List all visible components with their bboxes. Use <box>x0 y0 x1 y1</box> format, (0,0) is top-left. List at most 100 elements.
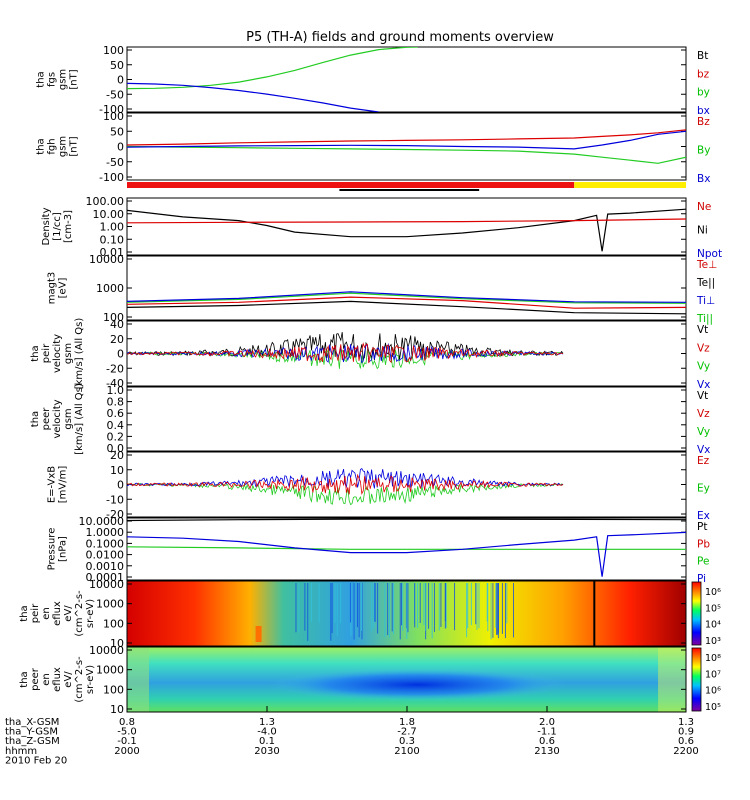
y-tick-label: 10 <box>110 703 124 716</box>
legend-entry: Vt <box>697 390 708 402</box>
y-tick-label: 0.2 <box>107 430 125 443</box>
x-tick-label: 0.1 <box>259 736 275 747</box>
panel-efield: 20 10 0-10 -20 E=-VxB [mV/m] Ez Ey Ex <box>47 449 710 522</box>
y-axis-label: tha peir velocity gsm [km/s] (All Qs) <box>30 318 85 390</box>
x-axis-row-label: tha_Y-GSM <box>5 727 58 738</box>
y-tick-label: 10 <box>110 464 124 477</box>
legend-entry: Vz <box>697 342 710 354</box>
spectrogram-edge <box>127 647 149 712</box>
legend-entry: By <box>697 145 710 157</box>
y-axis-label-line: tha <box>36 71 47 87</box>
y-tick-label: 0 <box>117 141 124 154</box>
y-axis-label-line: magt3 <box>47 272 58 305</box>
y-axis-label-line: peer <box>30 667 41 691</box>
colorbar-tick-label: 10⁵ <box>705 603 721 614</box>
x-tick-label: 0.8 <box>119 717 135 728</box>
y-axis-label-line: velocity <box>52 334 63 373</box>
y-tick-label: 100 <box>103 617 124 630</box>
y-axis-label-line: eV/ <box>63 605 74 622</box>
y-axis-label-line: (cm^2-s- <box>74 590 85 637</box>
y-tick-label: 20 <box>110 333 124 346</box>
y-axis-label-line: [nPa] <box>58 536 69 562</box>
x-tick-label: 2130 <box>534 746 559 757</box>
x-tick-label: 1.3 <box>259 717 275 728</box>
series-noise <box>127 473 564 495</box>
y-axis-label-line: [nT] <box>69 69 80 89</box>
y-tick-label: 0.8 <box>107 396 125 409</box>
y-axis-label-line: fgh <box>47 138 58 154</box>
panel-frame <box>126 386 687 452</box>
legend-entry: Ex <box>697 510 710 522</box>
y-axis-label-line: [1/cc] <box>52 212 63 241</box>
y-axis-label-line: sr-eV) <box>85 599 96 628</box>
y-axis-label-line: velocity <box>52 399 63 438</box>
y-tick-label: -50 <box>106 156 124 169</box>
panel-peir_en: 10⁶ 10⁵ 10⁴ 10³ 10000 1000 100 10 tha peir en eflux… <box>19 578 721 650</box>
panel-peer: 1.00.80.60.40.20.0 tha peer velocity gsm [km/… <box>30 383 710 456</box>
legend-entry: Pt <box>697 521 707 533</box>
y-axis-label-line: E=-VxB <box>47 466 58 503</box>
x-tick-label: -5.0 <box>117 727 137 738</box>
mode-bar-segment <box>127 182 575 188</box>
legend-entry: Vz <box>697 408 710 420</box>
spectrogram-spot <box>255 626 262 642</box>
y-axis-label: E=-VxB [mV/m] <box>47 466 69 504</box>
x-axis-row-label: 2010 Feb 20 <box>5 755 67 766</box>
legend-entry: Ni <box>697 225 708 237</box>
y-tick-label: 1000 <box>96 282 124 295</box>
x-tick-label: 1.3 <box>678 717 694 728</box>
spectrogram-edge <box>658 647 686 712</box>
x-tick-label: 0.3 <box>399 736 415 747</box>
colorbar-tick-label: 10³ <box>705 636 721 647</box>
y-axis-label-line: peer <box>41 407 52 431</box>
y-axis-label-line: eflux <box>52 667 63 692</box>
y-tick-label: 20 <box>110 449 124 462</box>
chart-title: P5 (TH-A) fields and ground moments over… <box>246 30 554 45</box>
series-Pe <box>127 546 686 550</box>
panel-density: 100.0010.001.000.100.01 Density [1/cc] [cm-… <box>41 195 722 260</box>
series-by <box>127 47 418 90</box>
y-tick-label: -20 <box>106 362 124 375</box>
y-axis-label-line: fgs <box>47 72 58 87</box>
y-axis-label-line: Density <box>41 207 52 245</box>
y-axis-label-line: [cm-3] <box>63 210 74 243</box>
legend-entry: bz <box>697 68 710 80</box>
y-tick-label: 1.0000 <box>86 526 125 539</box>
spectrogram-blob <box>267 668 568 701</box>
legend-entry: Ti⊥ <box>696 295 715 307</box>
legend-entry: Vx <box>697 379 710 391</box>
y-tick-label: 100.00 <box>86 195 125 208</box>
y-tick-label: 0.0100 <box>86 549 125 562</box>
colorbar-tick-label: 10⁴ <box>705 620 721 631</box>
y-axis-label-line: gsm <box>58 69 69 90</box>
panel-frame <box>126 46 687 113</box>
colorbar-tick-label: 10⁶ <box>705 686 721 697</box>
y-axis-label-line: gsm <box>63 408 74 429</box>
y-tick-label: 0.6 <box>107 407 125 420</box>
panel-peer_en: 10⁸ 10⁷ 10⁶ 10⁵ 10000 1000 100 10 tha peer en eflux… <box>19 644 721 716</box>
x-tick-label: -1.1 <box>537 727 557 738</box>
legend-entry: Ne <box>697 201 711 213</box>
series-noise <box>127 332 564 361</box>
y-axis-label: Density [1/cc] [cm-3] <box>41 207 74 245</box>
mode-bar-segment <box>574 182 686 188</box>
y-tick-label: 0.0001 <box>86 571 125 584</box>
x-tick-label: 2100 <box>394 746 419 757</box>
y-axis-label-line: gsm <box>58 136 69 157</box>
x-tick-label: -2.7 <box>397 727 417 738</box>
panel-fgh: 100 50 0 -50 -100 tha fgh gsm [nT] Bz By Bx <box>36 110 711 185</box>
y-axis-label-line: peir <box>41 343 52 363</box>
mode-bar-marker <box>339 189 480 191</box>
series-noise <box>127 348 564 370</box>
y-axis-label-line: tha <box>19 605 30 621</box>
y-axis-label-line: sr-eV) <box>85 665 96 694</box>
y-tick-label: 0.01 <box>100 246 125 259</box>
y-tick-label: 0.10 <box>100 233 125 246</box>
y-tick-label: 100 <box>103 311 124 324</box>
y-axis-label: tha peir en eflux eV/(cm^2-s-sr-eV) <box>19 590 96 637</box>
mode-bar <box>127 182 686 191</box>
y-tick-label: 0 <box>117 348 124 361</box>
y-tick-label: 100 <box>103 44 124 57</box>
